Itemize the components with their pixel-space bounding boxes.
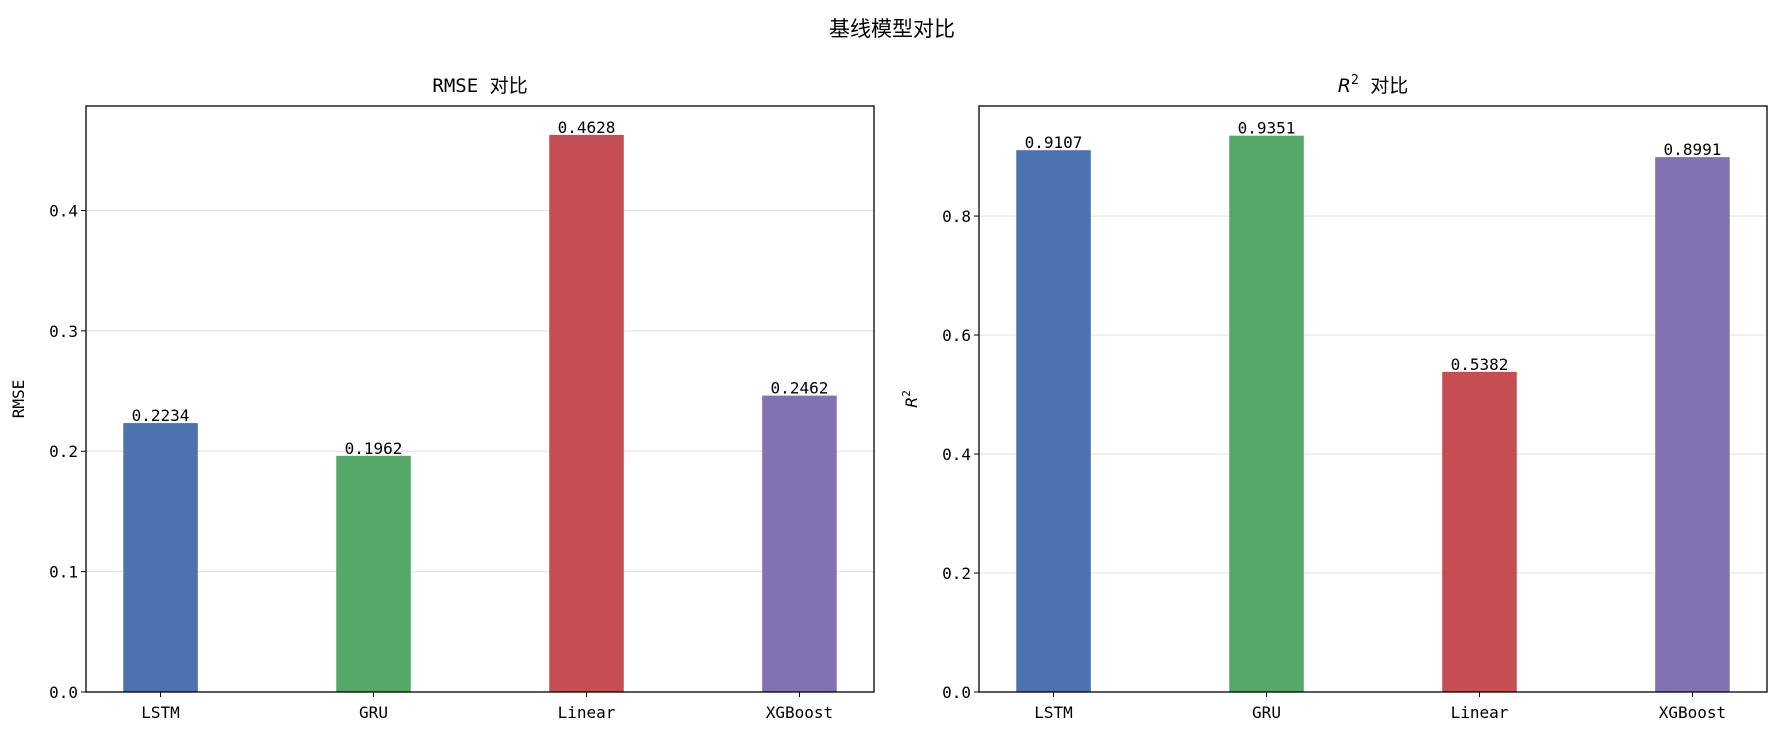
- x-tick-label: LSTM: [141, 703, 180, 722]
- bar-linear: [1442, 371, 1517, 692]
- y-tick-label: 0.2: [49, 442, 78, 461]
- y-axis-label: RMSE: [9, 380, 28, 419]
- x-tick-label: GRU: [359, 703, 388, 722]
- bar-lstm: [1016, 150, 1091, 693]
- data-label: 0.8991: [1664, 140, 1722, 159]
- data-label: 0.4628: [558, 118, 616, 137]
- x-tick-label: Linear: [558, 703, 616, 722]
- data-label: 0.1962: [345, 439, 403, 458]
- ylabel-sup: 2: [900, 390, 913, 397]
- x-tick-label: GRU: [1252, 703, 1281, 722]
- y-axis-label: R2: [900, 390, 921, 408]
- y-tick-label: 0.2: [942, 564, 971, 583]
- title-r: R: [1338, 75, 1351, 97]
- data-label: 0.2462: [771, 379, 829, 398]
- y-tick-label: 0.4: [942, 445, 971, 464]
- x-tick-label: XGBoost: [766, 703, 833, 722]
- y-tick-label: 0.8: [942, 207, 971, 226]
- bar-gru: [1229, 135, 1304, 692]
- y-tick-label: 0.0: [49, 683, 78, 702]
- subplot-title: R2 对比: [1338, 73, 1408, 97]
- bar-lstm: [123, 423, 198, 692]
- title-rest: 对比: [1359, 75, 1408, 97]
- bar-linear: [549, 134, 624, 692]
- x-tick-label: XGBoost: [1659, 703, 1726, 722]
- axes-frame: [978, 105, 1768, 693]
- y-tick-label: 0.0: [942, 683, 971, 702]
- ylabel-r: R: [902, 397, 921, 408]
- data-label: 0.9107: [1025, 133, 1083, 152]
- subplot-title: RMSE 对比: [432, 75, 527, 97]
- y-tick-label: 0.1: [49, 563, 78, 582]
- axes-frame: [85, 105, 875, 693]
- y-tick-label: 0.3: [49, 322, 78, 341]
- y-tick-label: 0.4: [49, 201, 78, 220]
- r2-chart: R2 对比0.00.20.40.60.80.9107LSTM0.9351GRU0…: [900, 73, 1768, 722]
- data-label: 0.5382: [1451, 355, 1509, 374]
- rmse-chart: RMSE 对比 0.0 0.1 0.2 0.3 0.4 0.2234 LSTM 0.1962 GR…: [9, 75, 875, 722]
- figure-title: 基线模型对比: [829, 17, 955, 41]
- y-tick-label: 0.6: [942, 326, 971, 345]
- bar-xgboost: [1655, 157, 1730, 693]
- x-tick-label: Linear: [1451, 703, 1509, 722]
- bar-xgboost: [762, 395, 837, 692]
- data-label: 0.2234: [132, 406, 190, 425]
- bar-gru: [336, 455, 411, 692]
- title-sup: 2: [1351, 73, 1359, 88]
- data-label: 0.9351: [1238, 119, 1296, 138]
- x-tick-label: LSTM: [1034, 703, 1073, 722]
